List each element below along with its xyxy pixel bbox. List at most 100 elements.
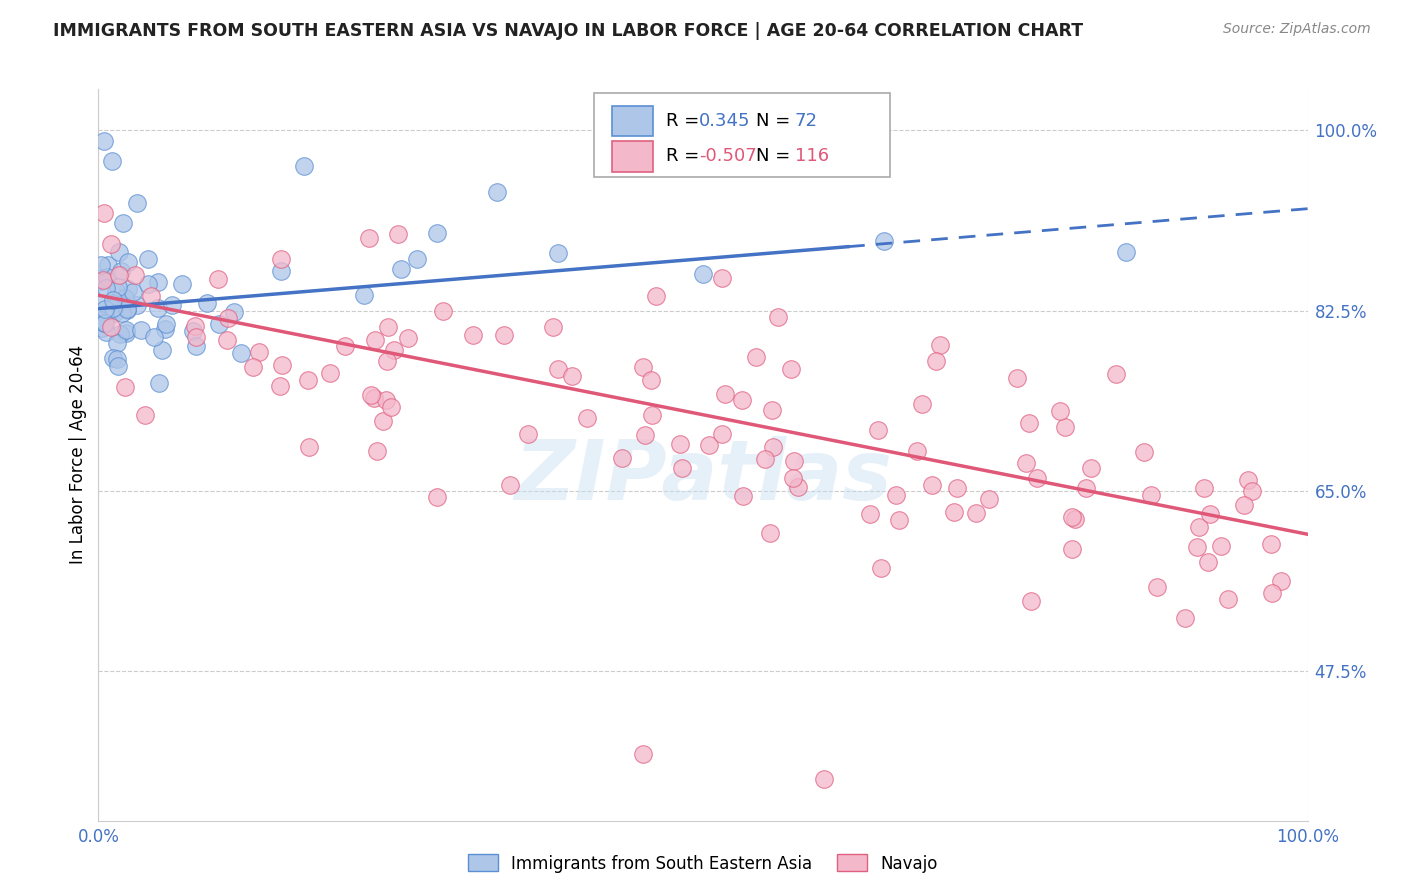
Point bbox=[97, 258, 120, 272]
Point bbox=[929, 338, 952, 352]
Point bbox=[333, 339, 356, 353]
Point bbox=[146, 301, 169, 315]
Point bbox=[634, 427, 657, 442]
Point bbox=[143, 329, 166, 343]
Point bbox=[610, 451, 633, 466]
Point bbox=[105, 351, 128, 366]
Point bbox=[114, 326, 136, 341]
Point bbox=[1076, 481, 1098, 495]
Point bbox=[101, 293, 124, 308]
Point bbox=[298, 440, 321, 454]
Point bbox=[107, 359, 129, 374]
Text: R =: R = bbox=[665, 112, 704, 130]
Point bbox=[870, 560, 893, 574]
Point bbox=[270, 264, 292, 278]
Point bbox=[498, 478, 520, 492]
Point bbox=[100, 320, 122, 334]
Point bbox=[269, 379, 291, 393]
Point bbox=[184, 319, 207, 334]
Point bbox=[711, 271, 734, 285]
Text: 0.345: 0.345 bbox=[699, 112, 751, 130]
Point bbox=[946, 481, 969, 495]
Point bbox=[1053, 420, 1076, 434]
Point bbox=[217, 311, 239, 326]
Point bbox=[115, 303, 138, 318]
Text: IMMIGRANTS FROM SOUTH EASTERN ASIA VS NAVAJO IN LABOR FORCE | AGE 20-64 CORRELAT: IMMIGRANTS FROM SOUTH EASTERN ASIA VS NA… bbox=[53, 22, 1084, 40]
Point bbox=[110, 326, 132, 341]
Point bbox=[925, 354, 948, 368]
Point bbox=[319, 366, 342, 380]
Point bbox=[641, 409, 664, 423]
Point bbox=[134, 409, 156, 423]
Point bbox=[780, 362, 803, 376]
Point bbox=[297, 373, 319, 387]
Point bbox=[141, 289, 163, 303]
Point bbox=[782, 471, 804, 485]
Point bbox=[1133, 445, 1156, 459]
Text: -0.507: -0.507 bbox=[699, 147, 756, 165]
Point bbox=[138, 252, 160, 266]
Point bbox=[181, 324, 204, 338]
Point bbox=[1015, 456, 1038, 470]
Point bbox=[115, 323, 138, 337]
Point bbox=[117, 282, 139, 296]
Point bbox=[1188, 520, 1211, 534]
Point bbox=[104, 296, 127, 310]
Point bbox=[103, 303, 125, 318]
FancyBboxPatch shape bbox=[613, 141, 654, 172]
Point bbox=[172, 277, 194, 291]
Point bbox=[125, 297, 148, 311]
Text: N =: N = bbox=[756, 112, 796, 130]
Point bbox=[1261, 586, 1284, 600]
Point bbox=[754, 452, 776, 467]
Point bbox=[101, 301, 124, 315]
Point bbox=[541, 320, 564, 334]
Point bbox=[186, 339, 208, 353]
Text: R =: R = bbox=[665, 147, 704, 165]
Point bbox=[692, 268, 714, 282]
Point bbox=[1018, 416, 1040, 430]
Point bbox=[979, 491, 1001, 506]
Point bbox=[1270, 574, 1292, 588]
Point bbox=[195, 296, 218, 310]
Point bbox=[247, 344, 270, 359]
Point bbox=[363, 333, 385, 347]
Point bbox=[207, 272, 229, 286]
Point bbox=[100, 154, 122, 169]
Point bbox=[1060, 542, 1083, 557]
Legend: Immigrants from South Eastern Asia, Navajo: Immigrants from South Eastern Asia, Nava… bbox=[461, 847, 945, 880]
Point bbox=[90, 258, 112, 272]
Point bbox=[1140, 488, 1163, 502]
Point bbox=[1007, 371, 1029, 385]
Point bbox=[547, 361, 569, 376]
Point bbox=[787, 480, 810, 494]
Point bbox=[905, 443, 928, 458]
Point bbox=[103, 306, 125, 320]
Point bbox=[117, 255, 139, 269]
Point bbox=[859, 507, 882, 521]
Point bbox=[426, 226, 449, 240]
Point bbox=[1063, 512, 1085, 526]
Point bbox=[492, 328, 515, 343]
Point bbox=[382, 343, 405, 357]
Point bbox=[91, 273, 114, 287]
Point bbox=[360, 388, 382, 402]
Point bbox=[406, 252, 429, 267]
Point bbox=[1025, 471, 1047, 485]
Point bbox=[731, 489, 754, 503]
Point bbox=[101, 351, 124, 365]
Point bbox=[271, 359, 294, 373]
Point bbox=[1260, 537, 1282, 551]
Point bbox=[229, 345, 252, 359]
Point bbox=[104, 294, 127, 309]
Text: Source: ZipAtlas.com: Source: ZipAtlas.com bbox=[1223, 22, 1371, 37]
Point bbox=[1049, 404, 1071, 418]
Point bbox=[136, 277, 159, 292]
Point bbox=[114, 380, 136, 394]
Point bbox=[131, 322, 153, 336]
Point bbox=[108, 268, 131, 282]
Point bbox=[759, 525, 782, 540]
Point bbox=[150, 343, 173, 357]
Point bbox=[516, 426, 538, 441]
Point bbox=[366, 443, 388, 458]
